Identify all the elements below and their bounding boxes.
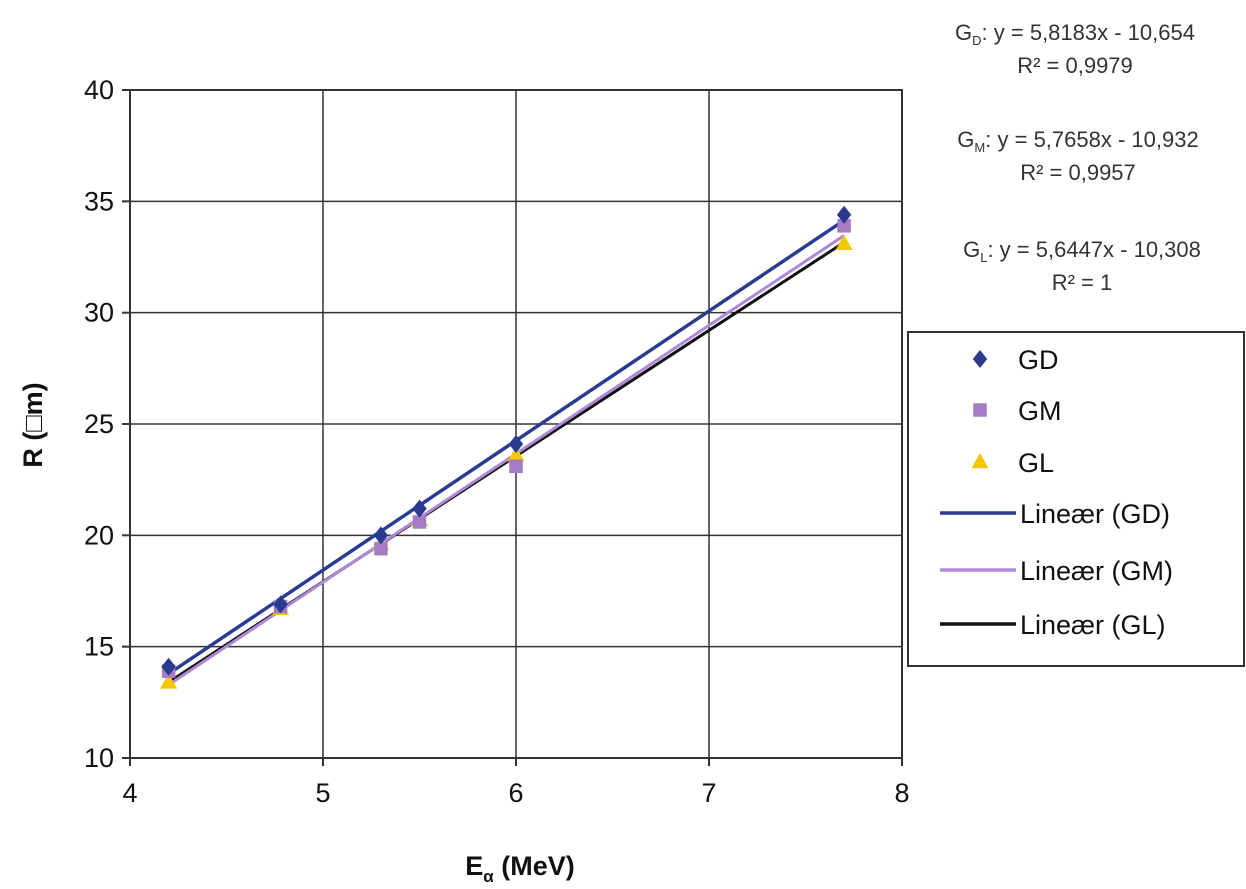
legend-label: GD [1018,345,1059,375]
equation-gm: GM: y = 5,7658x - 10,932 R² = 0,9957 [957,127,1198,185]
equation-gd-label: G [955,20,972,45]
x-tick-label: 8 [894,778,909,808]
data-point-gm [412,515,427,529]
legend-item-gm: GM [973,396,1062,426]
equation-gl: GL: y = 5,6447x - 10,308 R² = 1 [963,237,1201,295]
y-tick-label: 15 [84,632,114,662]
data-point-gm [837,219,851,233]
legend-item-gd: GD [972,345,1059,375]
data-point-gm [509,459,523,474]
data-point-gd [273,595,288,614]
legend-marker-gl [971,453,989,469]
equation-gl-text: GL: y = 5,6447x - 10,308 [963,237,1201,265]
legend-item-trend-gd: Lineær (GD) [940,499,1170,529]
x-axis: 4 5 6 7 8 [122,758,910,808]
equation-gm-formula: : y = 5,7658x - 10,932 [985,127,1198,152]
equation-gm-label: G [957,127,974,152]
x-axis-title: Eα (MeV) [465,851,574,886]
legend-label: GM [1018,396,1062,426]
equation-gl-label-sub: L [980,250,987,265]
data-point-gl [835,234,853,250]
x-axis-title-main: E [465,851,483,881]
x-tick-label: 6 [508,778,523,808]
equation-gd-text: GD: y = 5,8183x - 10,654 [955,20,1195,48]
trendlines [167,218,846,687]
legend-item-gl: GL [971,448,1054,478]
equation-gd: GD: y = 5,8183x - 10,654 R² = 0,9979 [955,20,1195,78]
y-axis: 10 15 20 25 30 35 40 [84,75,130,773]
legend-item-trend-gl: Lineær (GL) [940,610,1166,640]
legend-marker-gm [973,403,987,417]
data-point-gd [161,657,176,676]
data-points [160,205,853,689]
y-tick-label: 10 [84,743,114,773]
data-point-gd [373,526,389,545]
y-tick-label: 25 [84,409,114,439]
legend-label: Lineær (GL) [1020,610,1166,640]
equation-gl-r2: R² = 1 [1052,270,1113,295]
equation-gl-formula: : y = 5,6447x - 10,308 [987,237,1200,262]
y-tick-label: 35 [84,186,114,216]
equation-gl-label: G [963,237,980,262]
legend-frame [907,331,1245,667]
trendline-gm [167,234,845,687]
data-point-gm [374,541,388,556]
equation-gm-text: GM: y = 5,7658x - 10,932 [957,127,1198,155]
data-point-gd [508,435,524,454]
equation-gm-r2: R² = 0,9957 [1020,160,1136,185]
equation-gd-label-sub: D [972,33,981,48]
x-tick-label: 4 [122,778,137,808]
equation-gd-formula: : y = 5,8183x - 10,654 [982,20,1195,45]
data-point-gd [412,499,427,518]
trendline-gd [167,218,846,676]
data-point-gl [160,673,178,689]
legend-item-trend-gm: Lineær (GM) [940,556,1173,586]
legend-label: Lineær (GM) [1020,556,1173,586]
equation-gd-r2: R² = 0,9979 [1017,53,1133,78]
legend-label: GL [1018,448,1054,478]
data-point-gd [836,205,852,224]
x-axis-title-rest: (MeV) [494,851,575,881]
regression-equations: GD: y = 5,8183x - 10,654 R² = 0,9979 GM:… [955,20,1201,295]
x-axis-title-sub: α [483,867,494,886]
legend-label: Lineær (GD) [1020,499,1170,529]
y-tick-label: 40 [84,75,114,105]
y-tick-label: 20 [84,520,114,550]
x-tick-label: 5 [315,778,330,808]
y-tick-label: 30 [84,298,114,328]
legend-marker-gd [972,350,988,368]
y-axis-title: R (□m) [18,382,48,467]
grid [129,89,903,759]
legend: GD GM GL Lineær (GD) Lineær (GM) Lineær (GL) [907,331,1245,667]
x-tick-label: 7 [701,778,716,808]
equation-gm-label-sub: M [974,140,985,155]
data-point-gl [507,446,525,462]
